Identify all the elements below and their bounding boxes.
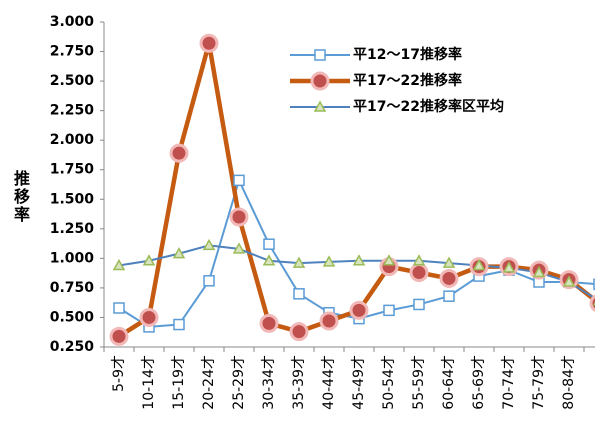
point xyxy=(322,255,336,267)
point xyxy=(319,311,339,331)
x-tick-label: 25-29才 xyxy=(231,355,247,410)
point xyxy=(112,258,126,271)
x-tick-label: 55-59才 xyxy=(411,355,427,410)
point xyxy=(203,275,215,287)
x-tick-label: 50-54才 xyxy=(381,355,397,410)
point xyxy=(169,143,189,163)
point xyxy=(443,290,455,302)
point xyxy=(352,254,366,266)
legend-label: 平12～17推移率 xyxy=(353,46,462,63)
y-tick-label: 1.500 xyxy=(50,191,95,207)
y-tick-label: 2.750 xyxy=(50,44,95,60)
y-tick-label: 0.500 xyxy=(50,309,95,325)
point xyxy=(142,254,156,266)
point xyxy=(172,247,186,259)
legend-marker xyxy=(313,100,327,112)
point xyxy=(199,33,219,53)
x-tick-label: 80-84才 xyxy=(561,355,577,410)
legend-marker xyxy=(310,71,330,91)
point xyxy=(589,294,595,312)
point xyxy=(202,238,216,251)
x-tick-label: 60-64才 xyxy=(441,355,457,410)
point xyxy=(382,254,396,266)
legend-label: 平17～22推移率 xyxy=(353,72,462,89)
point xyxy=(349,300,369,320)
x-tick-label: 65-69才 xyxy=(471,355,487,410)
point xyxy=(383,304,395,317)
point xyxy=(263,238,275,250)
y-tick-label: 1.750 xyxy=(50,162,95,178)
y-tick-label: 1.000 xyxy=(50,250,95,266)
x-tick-label: 45-49才 xyxy=(351,355,367,410)
x-tick-label: 15-19才 xyxy=(171,355,187,410)
y-tick-label: 0.250 xyxy=(50,339,95,355)
point xyxy=(259,313,279,333)
point xyxy=(233,174,245,187)
y-tick-label: 0.750 xyxy=(50,280,95,296)
x-tick-label: 75-79才 xyxy=(531,355,547,410)
x-tick-label: 40-44才 xyxy=(321,355,337,410)
y-tick-label: 3.000 xyxy=(50,14,95,30)
point xyxy=(139,307,159,327)
x-tick-label: 30-34才 xyxy=(261,355,277,410)
series-line xyxy=(118,244,595,300)
point xyxy=(502,261,516,273)
x-tick-label: 70-74才 xyxy=(501,355,517,410)
y-axis-title: 推移率 xyxy=(11,170,30,224)
point xyxy=(562,275,576,287)
point xyxy=(292,256,306,268)
point xyxy=(173,318,185,331)
point xyxy=(409,263,429,283)
point xyxy=(412,254,426,266)
point xyxy=(229,207,249,227)
point xyxy=(262,254,276,266)
x-tick-label: 10-14才 xyxy=(141,355,157,410)
legend-label: 平17～22推移率区平均 xyxy=(353,98,504,115)
point xyxy=(532,266,546,278)
y-tick-label: 2.500 xyxy=(50,73,95,89)
y-tick-label: 1.250 xyxy=(50,221,95,237)
point xyxy=(293,288,305,300)
x-tick-label: 20-24才 xyxy=(201,355,217,410)
point xyxy=(232,242,246,254)
point xyxy=(109,326,129,346)
point xyxy=(413,298,425,311)
x-tick-label: 5-9才 xyxy=(111,355,127,392)
point xyxy=(289,322,309,342)
x-tick-label: 35-39才 xyxy=(291,355,307,410)
point xyxy=(113,302,125,314)
point xyxy=(442,256,456,268)
point xyxy=(439,268,459,288)
point xyxy=(472,258,486,271)
y-tick-label: 2.000 xyxy=(50,132,95,148)
legend-marker xyxy=(314,49,326,61)
y-tick-label: 2.250 xyxy=(50,103,95,119)
